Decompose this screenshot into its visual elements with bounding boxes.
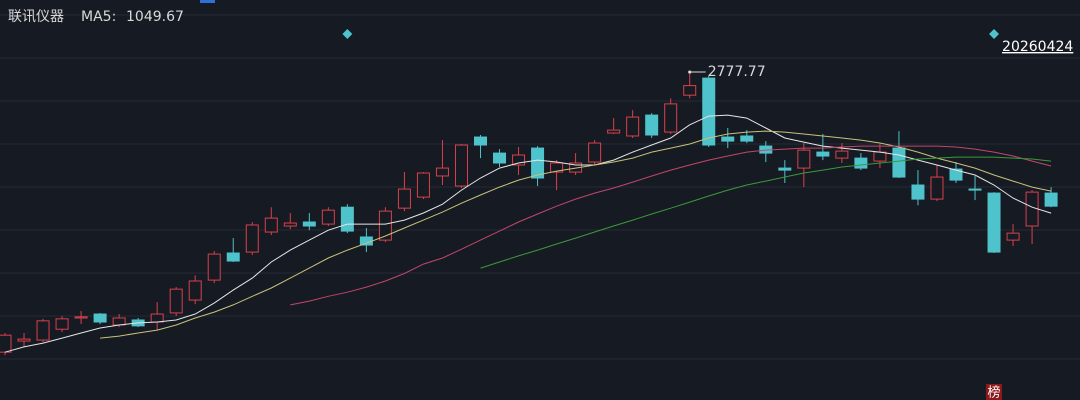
event-marker[interactable] — [342, 29, 353, 39]
candle-body — [531, 147, 545, 179]
candle-body — [664, 103, 678, 133]
candle-body — [778, 167, 792, 171]
candle-body — [302, 221, 316, 227]
candle-body — [550, 162, 564, 173]
candle-body — [55, 318, 69, 330]
candle-body — [968, 188, 982, 191]
candle-body — [645, 114, 659, 136]
badge-bg — [986, 384, 1003, 400]
plot: 2777.77 20260424 榜 — [0, 29, 1073, 400]
candle-body — [493, 152, 507, 164]
candle-body — [36, 320, 50, 341]
candle-body — [207, 253, 221, 281]
ma-line — [480, 156, 1052, 269]
candle-body — [797, 149, 811, 169]
candle-body — [112, 317, 126, 326]
annotation-dot — [688, 70, 692, 74]
candle-body — [607, 129, 621, 134]
candle-body — [340, 206, 354, 232]
candle-body — [226, 252, 240, 262]
candle-body — [702, 77, 716, 146]
candle-body — [721, 136, 735, 142]
candle-body — [74, 316, 88, 319]
candle-body — [911, 184, 925, 200]
chart-title: 联讯仪器 — [8, 9, 64, 25]
candle-body — [949, 168, 963, 181]
candle-body — [188, 280, 202, 301]
candle-body — [1044, 192, 1058, 207]
badge: 榜 — [988, 385, 1001, 400]
ma5-legend: MA5: — [81, 9, 116, 25]
candle-body — [321, 209, 335, 225]
candle-body — [892, 147, 906, 178]
ma-line — [4, 114, 1052, 353]
candle-body — [740, 135, 754, 142]
candle-body — [987, 192, 1001, 253]
candle-body — [854, 157, 868, 169]
ma-line — [290, 145, 1052, 306]
candle-body — [17, 338, 31, 342]
candle-body — [835, 150, 849, 159]
candle-body — [454, 144, 468, 187]
candle-body — [512, 154, 526, 166]
candle-body — [416, 172, 430, 198]
candle-body — [397, 188, 411, 209]
high-annotation: 2777.77 — [708, 64, 766, 80]
grid — [0, 14, 1080, 360]
ma5-value: 1049.67 — [126, 9, 184, 25]
candle-body — [245, 224, 259, 253]
scroll-indicator — [200, 0, 215, 3]
event-marker[interactable] — [989, 29, 999, 39]
candle-body — [626, 116, 640, 137]
candle-body — [359, 236, 373, 246]
candle-body — [1006, 232, 1020, 241]
candle-body — [683, 85, 697, 96]
candle-body — [150, 313, 164, 323]
candle-body — [1025, 191, 1039, 227]
candle-body — [93, 313, 107, 323]
candle-body — [474, 136, 487, 146]
candle-body — [930, 176, 944, 200]
candle-body — [283, 222, 297, 227]
event-date: 20260424 — [1002, 39, 1073, 55]
candle-body — [873, 151, 887, 162]
candle-body — [816, 151, 830, 157]
candle-body — [0, 334, 12, 353]
candle-body — [169, 288, 183, 314]
candle-body — [435, 167, 449, 177]
candle-body — [378, 210, 392, 241]
candle-body — [264, 217, 278, 233]
candle-body — [588, 142, 602, 163]
